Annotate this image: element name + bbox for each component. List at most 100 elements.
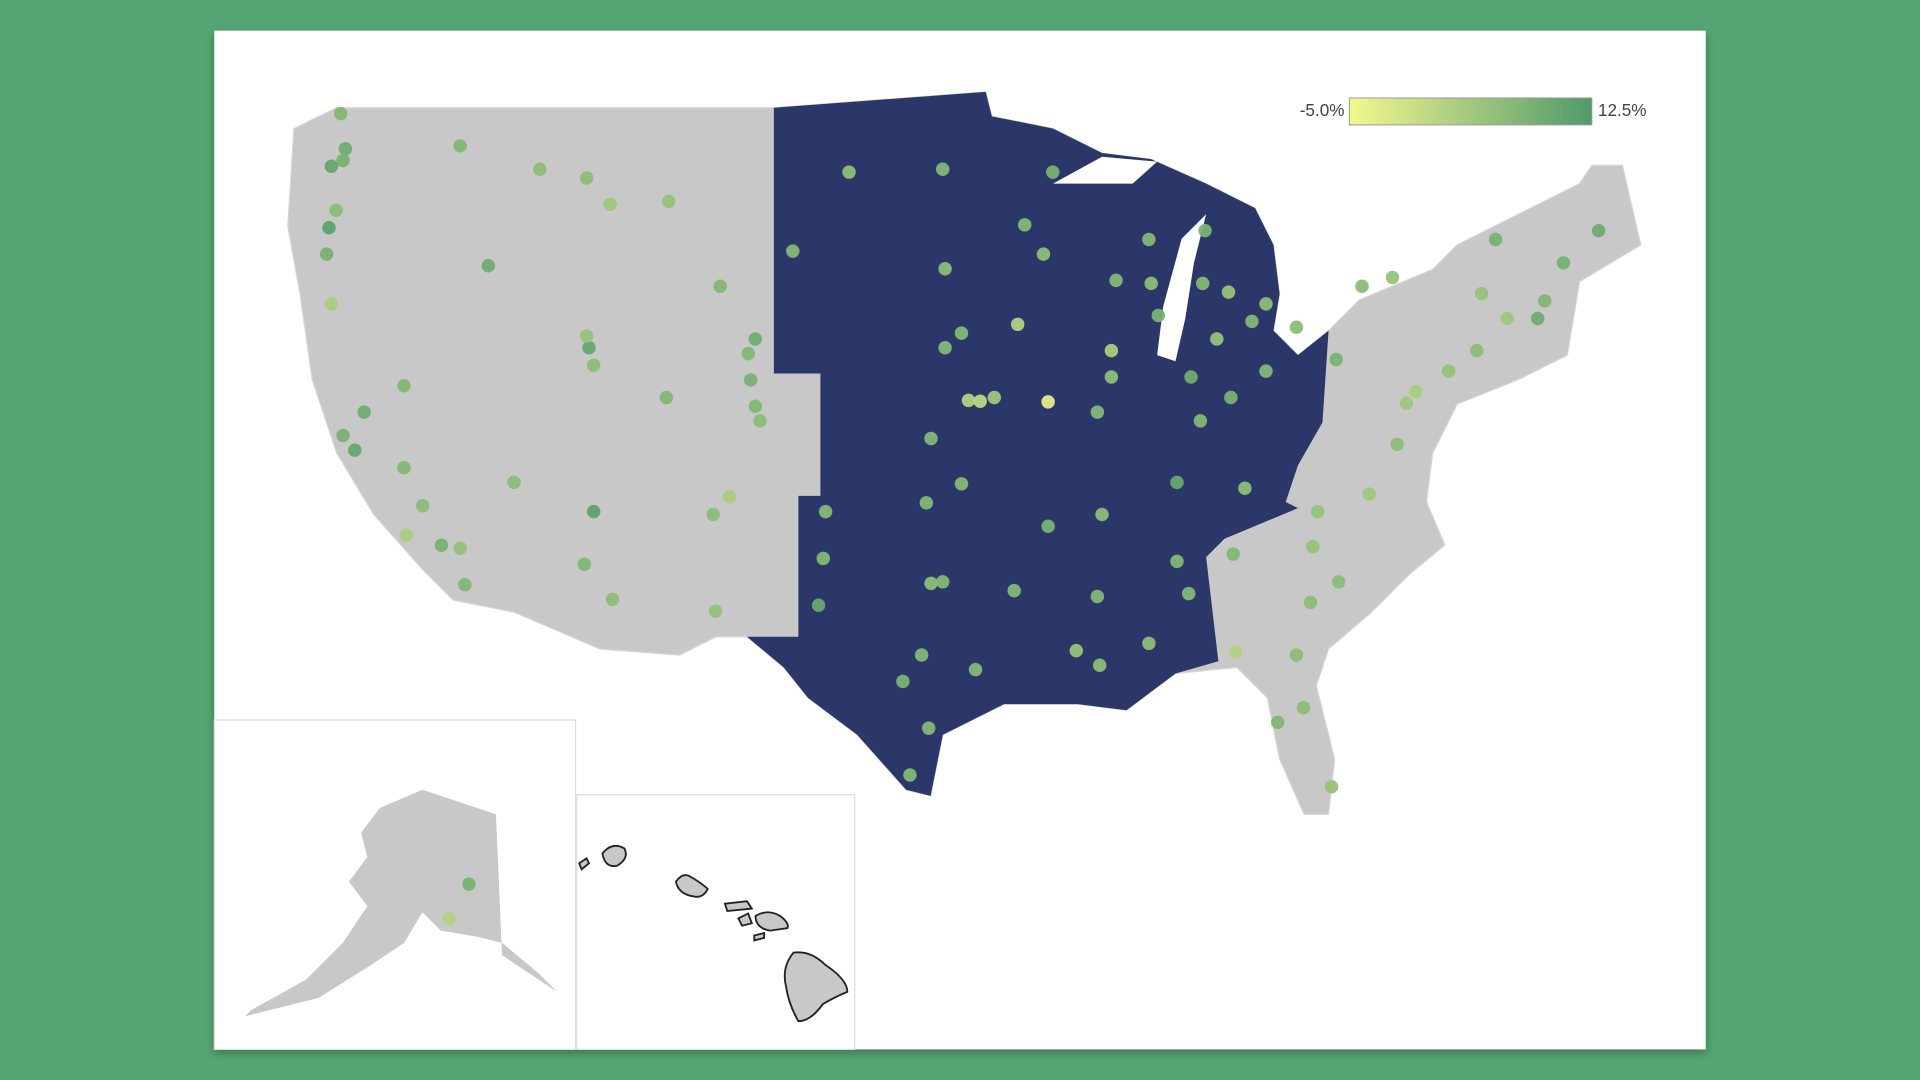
city-dot — [1556, 256, 1571, 270]
city-dot — [1331, 575, 1346, 589]
city-dot — [1470, 343, 1484, 358]
city-dot — [816, 551, 831, 566]
city-dot — [1095, 507, 1109, 522]
city-dot — [1104, 370, 1119, 384]
city-dot — [533, 162, 547, 176]
city-dot — [1210, 332, 1224, 346]
city-dot — [1228, 645, 1243, 659]
city-dot — [1488, 232, 1503, 247]
city-dot — [748, 399, 763, 413]
city-dot — [1193, 414, 1208, 428]
city-dot — [336, 153, 350, 168]
city-dot — [1474, 286, 1489, 301]
city-dot — [603, 197, 617, 212]
city-dot — [659, 390, 674, 405]
city-dot — [818, 504, 833, 519]
city-dot — [1238, 481, 1252, 495]
city-dot — [1069, 643, 1083, 658]
city-dot — [319, 247, 334, 261]
legend-gradient — [1348, 97, 1593, 126]
city-dot — [415, 499, 430, 513]
city-dot — [1151, 308, 1165, 323]
city-dot — [442, 911, 457, 926]
city-dot — [329, 203, 343, 217]
city-dot — [954, 477, 969, 491]
city-dot — [1196, 276, 1210, 291]
city-dot — [1399, 396, 1414, 411]
city-dot — [936, 162, 950, 176]
city-dot — [924, 576, 938, 591]
city-dot — [1170, 554, 1184, 569]
city-dot — [586, 358, 601, 373]
city-dot — [462, 877, 476, 891]
city-dot — [586, 504, 601, 519]
city-dot — [1010, 317, 1025, 332]
city-dot — [1530, 311, 1545, 326]
city-dot — [973, 394, 987, 409]
city-dot — [399, 528, 414, 542]
city-dot — [753, 414, 767, 428]
legend-max-label: 12.5% — [1598, 100, 1647, 120]
city-dot — [1385, 270, 1400, 285]
city-dot — [453, 541, 467, 555]
lake-superior — [1053, 156, 1158, 184]
city-dot — [1017, 218, 1032, 232]
city-dot — [1041, 395, 1055, 409]
city-dot — [1090, 405, 1105, 419]
city-dot — [1538, 294, 1552, 308]
city-dot — [453, 139, 467, 153]
city-dot — [914, 648, 929, 662]
city-dot — [1224, 390, 1238, 405]
hawaii — [578, 844, 849, 1023]
city-dot — [348, 443, 362, 457]
city-dot — [1036, 247, 1051, 261]
city-dot — [743, 373, 758, 387]
city-dot — [1329, 352, 1344, 367]
city-dot — [1306, 540, 1320, 554]
city-dot — [1355, 279, 1369, 294]
city-dot — [1142, 636, 1156, 651]
city-dot — [1310, 504, 1325, 519]
city-dot — [1289, 648, 1304, 662]
city-dot — [987, 390, 1002, 405]
city-dot — [507, 475, 521, 490]
city-dot — [722, 490, 737, 504]
city-dot — [397, 460, 411, 475]
city-dot — [1270, 715, 1285, 730]
city-dot — [434, 538, 449, 553]
city-dot — [842, 165, 856, 179]
lake-michigan — [1157, 214, 1207, 362]
city-dot — [336, 428, 350, 443]
city-dot — [324, 159, 339, 174]
city-dot — [1046, 165, 1060, 179]
city-dot — [1591, 223, 1606, 238]
city-dot — [1259, 364, 1273, 378]
city-dot — [397, 379, 411, 393]
city-dot — [324, 297, 339, 311]
city-dot — [1362, 487, 1376, 501]
city-dot — [458, 578, 472, 592]
city-dot — [577, 557, 592, 572]
city-dot — [924, 431, 938, 446]
city-dot — [338, 141, 353, 156]
city-dot — [921, 721, 936, 735]
city-dot — [579, 171, 594, 185]
city-dot — [1441, 364, 1456, 378]
city-dot — [961, 393, 976, 408]
city-dot — [1259, 297, 1273, 311]
city-dot — [661, 194, 676, 209]
city-dot — [1184, 370, 1198, 384]
city-dot — [936, 575, 950, 589]
legend-min-label: -5.0% — [1300, 100, 1345, 120]
city-dot — [1226, 547, 1240, 561]
city-dot — [1104, 343, 1119, 358]
city-dot — [741, 346, 756, 361]
city-dot — [713, 279, 727, 294]
city-dot — [1041, 519, 1055, 533]
city-dot — [938, 261, 952, 276]
city-dot — [322, 221, 336, 235]
city-dot — [938, 340, 952, 355]
city-dot — [786, 244, 800, 258]
city-dot — [748, 332, 763, 346]
city-dot — [706, 507, 720, 522]
